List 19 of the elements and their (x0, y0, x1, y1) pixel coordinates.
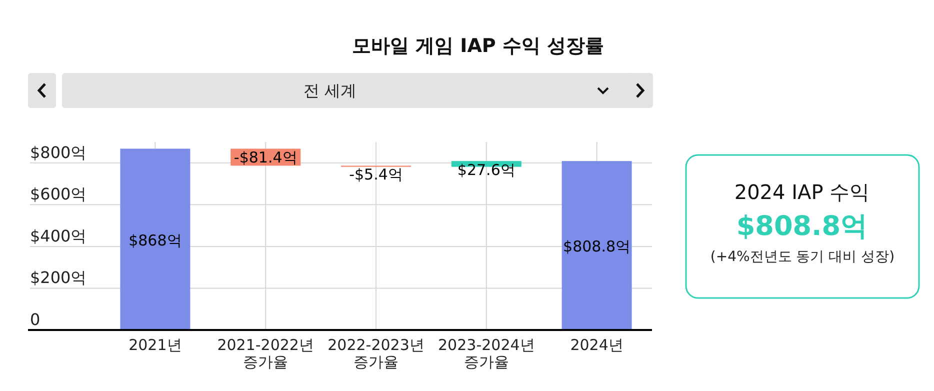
x-tick-label: 2024년 (570, 336, 624, 354)
y-tick-label: $800억 (30, 142, 87, 162)
text: $808.8억 (736, 211, 868, 242)
chart-title: 모바일 게임 IAP 수익 성장률 (352, 35, 604, 57)
data-label: -$5.4억 (349, 166, 403, 184)
x-tick-label: 2021-2022년 증가율 (217, 336, 314, 371)
chart-subtitle: 전 세계 (303, 81, 357, 100)
x-tick-label: 2022-2023년 증가율 (328, 336, 424, 371)
x-tick-label: 2023-2024년 증가율 (438, 336, 535, 371)
y-tick-label: 0 (30, 310, 40, 329)
data-label: $27.6억 (457, 161, 516, 180)
data-label: $868억 (128, 231, 182, 250)
text: (+4%전년도 동기 대비 성장) (709, 248, 896, 267)
y-tick-label: $200억 (30, 268, 87, 288)
data-label: $808.8억 (563, 238, 631, 256)
y-tick-label: $400억 (30, 226, 87, 246)
x-tick-label: 2021년 (128, 336, 182, 354)
text: 2024 IAP 수익 (734, 180, 870, 204)
y-tick-label: $600억 (30, 184, 87, 204)
